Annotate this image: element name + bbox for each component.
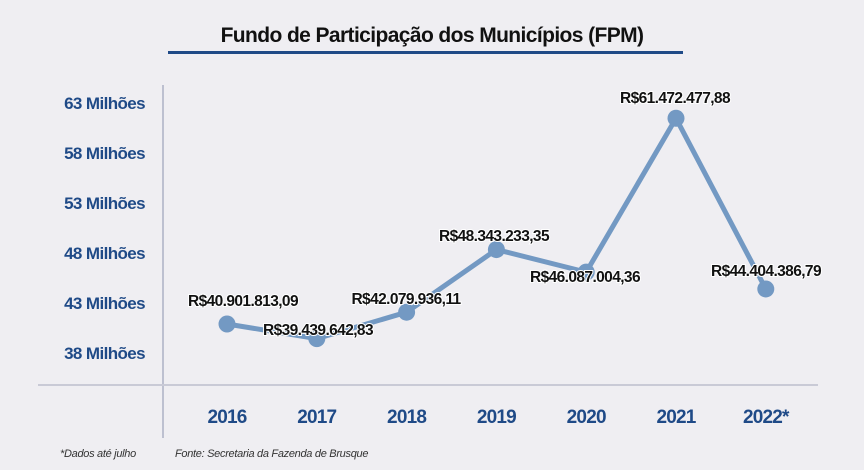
y-tick-labels: 38 Milhões 43 Milhões 48 Milhões 53 Milhões… [64, 94, 146, 363]
data-point [398, 303, 416, 321]
series-line [218, 109, 775, 348]
data-point [218, 315, 236, 333]
x-tick-label: 2017 [297, 407, 336, 428]
data-labels: R$40.901.813,09 R$39.439.642,83 R$42.079.9… [187, 89, 824, 340]
data-point [308, 330, 326, 348]
data-point [487, 241, 505, 259]
title-underline [168, 51, 683, 54]
data-label: R$61.472.477,88 [620, 90, 731, 107]
chart-title: Fundo de Participação dos Municípios (FP… [221, 24, 644, 47]
data-label: R$48.343.233,35 [439, 228, 550, 245]
x-tick-label: 2021 [656, 407, 696, 428]
y-tick-label: 48 Milhões [64, 244, 145, 263]
x-tick-label: 2019 [477, 407, 516, 428]
footnote-source: Fonte: Secretaria da Fazenda de Brusque [175, 448, 368, 460]
data-point [577, 263, 595, 281]
data-label: R$40.901.813,09 [188, 293, 299, 310]
y-tick-label: 43 Milhões [64, 294, 145, 313]
x-tick-label: 2020 [567, 407, 606, 428]
x-tick-labels: 2016 2017 2018 2019 2020 2021 2022* [207, 407, 790, 428]
data-label: R$42.079.936,11 [351, 291, 461, 308]
y-tick-label: 63 Milhões [64, 94, 145, 113]
x-tick-label: 2016 [207, 407, 246, 428]
footnote-note: *Dados até julho [60, 448, 136, 460]
y-tick-label: 58 Milhões [64, 144, 145, 163]
data-label: R$44.404.386,79 [711, 263, 822, 280]
data-point [667, 109, 685, 127]
data-label: R$39.439.642,83 [263, 322, 374, 339]
data-label: R$46.087.004,36 [530, 269, 641, 286]
x-tick-label: 2022* [743, 407, 790, 428]
data-point [757, 280, 775, 298]
y-tick-label: 53 Milhões [64, 194, 145, 213]
y-tick-label: 38 Milhões [64, 344, 145, 363]
x-tick-label: 2018 [387, 407, 426, 428]
